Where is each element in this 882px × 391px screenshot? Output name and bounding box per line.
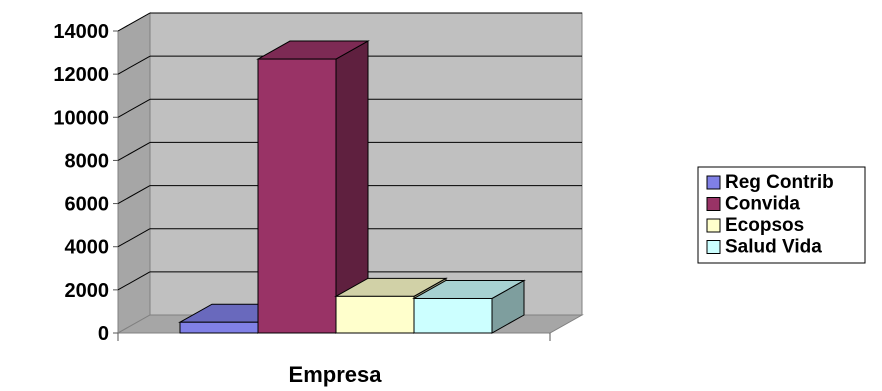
legend-box (697, 166, 866, 264)
gridline-side (117, 185, 151, 205)
y-tick-label: 6000 (65, 194, 110, 216)
bar-front (257, 58, 337, 334)
bar-front (413, 297, 493, 334)
gridline-side (117, 271, 151, 291)
y-tick-label: 14000 (53, 21, 109, 43)
y-tick-label: 10000 (53, 107, 109, 129)
legend-swatch (706, 197, 721, 211)
y-tick-label: 12000 (53, 64, 109, 86)
bar-front (335, 295, 415, 334)
bar-salud-vida (412, 279, 526, 334)
bar-convida (256, 40, 370, 334)
y-tick-label: 2000 (65, 280, 110, 302)
side-wall (117, 12, 151, 334)
bar-front (179, 321, 259, 334)
legend-entry: Ecopsos (725, 215, 804, 236)
y-tick-label: 8000 (65, 150, 110, 172)
y-tick-label: 0 (98, 323, 109, 345)
legend-swatch (706, 175, 721, 190)
legend-entry: Reg Contrib (725, 172, 834, 193)
gridline-side (117, 141, 151, 161)
legend-entry: Convida (725, 194, 800, 215)
gridline-side (117, 228, 151, 248)
gridline-side (117, 55, 151, 75)
gridline-side (117, 98, 151, 118)
legend-swatch (706, 240, 721, 254)
x-axis-title: Empresa (289, 362, 383, 387)
y-tick-label: 4000 (65, 237, 110, 259)
legend-swatch (706, 218, 721, 233)
gridline-side (117, 12, 151, 32)
legend-entry: Salud Vida (725, 237, 822, 258)
bars (178, 40, 526, 334)
y-axis-ticks: 0 2000 4000 6000 8000 10000 12000 14000 (53, 21, 118, 345)
